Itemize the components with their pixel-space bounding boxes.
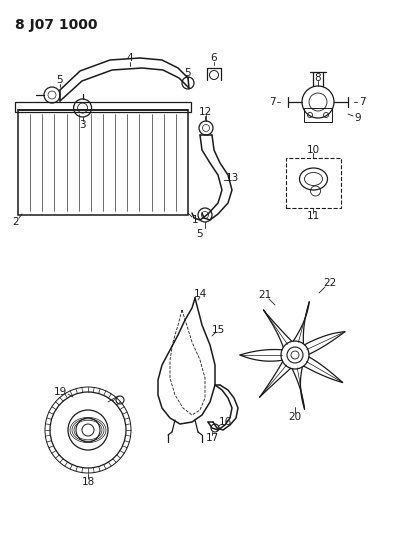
Text: 9: 9	[355, 113, 361, 123]
Text: 7: 7	[359, 97, 365, 107]
Bar	[18, 110, 188, 215]
Text: 6: 6	[211, 53, 217, 63]
Text: 3: 3	[79, 120, 86, 130]
Text: 12: 12	[198, 107, 212, 117]
Text: 1: 1	[192, 215, 198, 225]
Text: 8 J07 1000: 8 J07 1000	[15, 18, 97, 32]
Bar	[286, 158, 341, 208]
Text: 22: 22	[323, 278, 336, 288]
Text: 17: 17	[205, 433, 219, 443]
Text: 15: 15	[211, 325, 225, 335]
Text: 5: 5	[57, 75, 63, 85]
Text: 21: 21	[258, 290, 271, 300]
Text: 20: 20	[288, 412, 301, 422]
Bar	[15, 102, 191, 112]
Text: 16: 16	[218, 417, 232, 427]
Text: 7: 7	[269, 97, 275, 107]
Text: 19: 19	[53, 387, 67, 397]
Text: 5: 5	[197, 229, 203, 239]
Text: 14: 14	[193, 289, 206, 299]
Text: 8: 8	[315, 73, 322, 83]
Text: 4: 4	[127, 53, 133, 63]
Bar	[304, 108, 332, 122]
Text: 13: 13	[225, 173, 239, 183]
Text: 10: 10	[307, 145, 320, 155]
Text: 2: 2	[13, 217, 19, 227]
Text: 18: 18	[82, 477, 95, 487]
Text: 11: 11	[307, 211, 320, 221]
Text: 5: 5	[185, 68, 191, 78]
